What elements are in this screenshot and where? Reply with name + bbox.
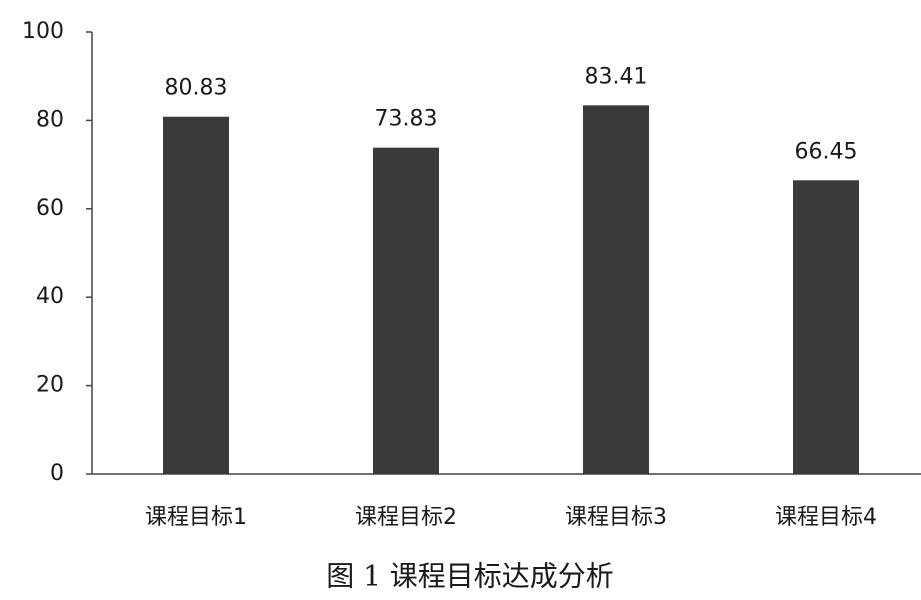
y-tick-label: 100 <box>22 19 64 44</box>
x-tick-label: 课程目标3 <box>565 505 667 530</box>
chart-caption: 图 1 课程目标达成分析 <box>326 560 614 593</box>
data-label: 80.83 <box>165 76 228 101</box>
data-label: 66.45 <box>795 139 858 164</box>
y-tick-label: 60 <box>36 196 64 221</box>
x-tick-label: 课程目标4 <box>775 505 877 530</box>
y-tick-label: 0 <box>50 461 64 486</box>
x-tick-label: 课程目标1 <box>145 505 247 530</box>
y-tick-label: 40 <box>36 284 64 309</box>
data-label: 83.41 <box>585 64 648 89</box>
y-tick-label: 20 <box>36 373 64 398</box>
bar <box>583 105 649 475</box>
x-tick-label: 课程目标2 <box>355 505 457 530</box>
bar <box>793 180 859 474</box>
data-label: 73.83 <box>375 107 438 132</box>
y-tick-label: 80 <box>36 107 64 132</box>
bar <box>373 147 439 475</box>
bar <box>163 116 229 475</box>
